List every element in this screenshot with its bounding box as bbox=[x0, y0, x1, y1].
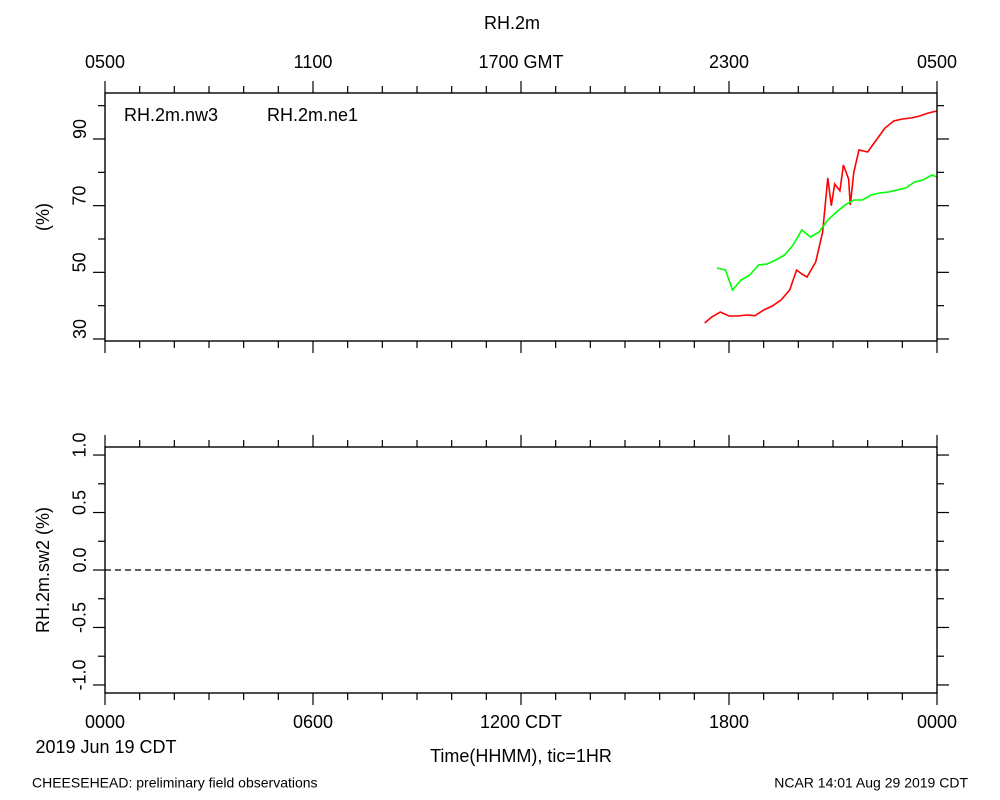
x-axis-label: Time(HHMM), tic=1HR bbox=[430, 746, 612, 766]
data-line bbox=[704, 110, 938, 324]
footer-right: NCAR 14:01 Aug 29 2019 CDT bbox=[774, 775, 968, 791]
y-tick-label: 50 bbox=[70, 252, 90, 272]
legend-entry: RH.2m.ne1 bbox=[267, 105, 358, 125]
x-tick-label: 0600 bbox=[293, 712, 333, 732]
date-label: 2019 Jun 19 CDT bbox=[35, 737, 176, 757]
x-tick-label: 2300 bbox=[709, 52, 749, 72]
y-tick-label: 90 bbox=[70, 119, 90, 139]
y-axis-label: (%) bbox=[33, 203, 53, 231]
footer-left: CHEESEHEAD: preliminary field observatio… bbox=[32, 775, 318, 791]
x-tick-label: 1700 GMT bbox=[478, 52, 563, 72]
plot-frame bbox=[104, 446, 938, 694]
x-tick-label: 0500 bbox=[85, 52, 125, 72]
y-tick-label: 30 bbox=[70, 319, 90, 339]
x-tick-label: 0000 bbox=[85, 712, 125, 732]
x-tick-label: 1200 CDT bbox=[480, 712, 562, 732]
y-tick-label: 0.0 bbox=[70, 547, 90, 572]
y-tick-label: -0.5 bbox=[70, 602, 90, 633]
y-axis-label: RH.2m.sw2 (%) bbox=[33, 507, 53, 633]
legend-entry: RH.2m.nw3 bbox=[124, 105, 218, 125]
x-tick-label: 0500 bbox=[917, 52, 957, 72]
chart-title: RH.2m bbox=[484, 13, 540, 33]
x-tick-label: 1100 bbox=[294, 52, 333, 72]
y-tick-label: 70 bbox=[70, 186, 90, 206]
x-tick-label: 1800 bbox=[709, 712, 749, 732]
x-tick-label: 0000 bbox=[917, 712, 957, 732]
y-tick-label: -1.0 bbox=[70, 659, 90, 690]
plot-frame bbox=[104, 92, 938, 342]
y-tick-label: 0.5 bbox=[70, 490, 90, 515]
data-line bbox=[716, 174, 938, 292]
y-tick-label: 1.0 bbox=[70, 433, 90, 458]
